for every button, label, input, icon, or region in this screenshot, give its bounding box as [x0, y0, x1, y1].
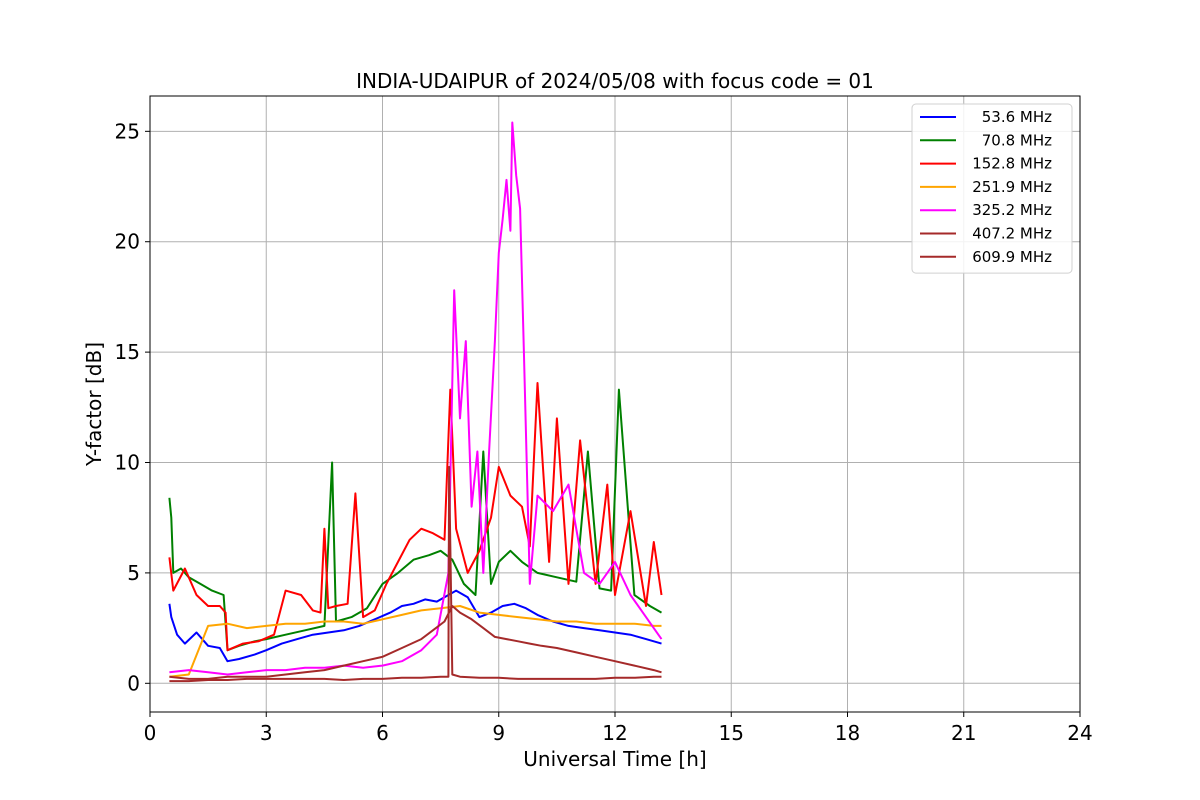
- y-tick-label: 10: [115, 451, 140, 475]
- y-tick-label: 15: [115, 340, 140, 364]
- series-line-3: [169, 605, 662, 678]
- series-line-2: [168, 382, 663, 652]
- legend: 53.6 MHz 70.8 MHz 152.8 MHz 251.9 MHz 325.2 …: [911, 103, 1073, 274]
- x-tick-label: 12: [602, 721, 627, 745]
- series-line-6: [169, 465, 662, 683]
- x-axis-label: Universal Time [h]: [523, 747, 706, 771]
- legend-entry-label: 609.9 MHz: [972, 248, 1052, 266]
- legend-entry-label: 70.8 MHz: [982, 131, 1052, 149]
- series-line-1: [168, 388, 662, 652]
- y-tick-label: 25: [115, 119, 140, 143]
- legend-entry-label: 325.2 MHz: [972, 201, 1052, 219]
- legend-box: [911, 103, 1073, 274]
- x-tick-label: 9: [492, 721, 505, 745]
- legend-entry-label: 407.2 MHz: [972, 225, 1052, 243]
- x-tick-label: 21: [951, 721, 976, 745]
- y-tick-label: 5: [127, 561, 140, 585]
- legend-entry-label: 251.9 MHz: [972, 178, 1052, 196]
- y-axis-label: Y-factor [dB]: [82, 342, 106, 467]
- legend-entry-label: 152.8 MHz: [972, 155, 1052, 173]
- legend-entry-label: 53.6 MHz: [982, 108, 1052, 126]
- x-tick-label: 18: [835, 721, 860, 745]
- x-axis-ticks: 0 3 6 9 12 15 18 21 24: [144, 712, 1093, 745]
- y-axis-ticks: 0 5 10 15 20 25: [115, 119, 150, 695]
- y-tick-label: 0: [127, 671, 140, 695]
- series-line-4: [169, 121, 663, 676]
- y-tick-label: 20: [115, 230, 140, 254]
- x-tick-label: 6: [376, 721, 389, 745]
- plot-series-group: [168, 121, 663, 683]
- x-tick-label: 24: [1067, 721, 1092, 745]
- chart-title: INDIA-UDAIPUR of 2024/05/08 with focus c…: [356, 69, 874, 93]
- x-tick-label: 15: [719, 721, 744, 745]
- x-tick-label: 0: [144, 721, 157, 745]
- series-line-0: [168, 589, 662, 663]
- x-tick-label: 3: [260, 721, 273, 745]
